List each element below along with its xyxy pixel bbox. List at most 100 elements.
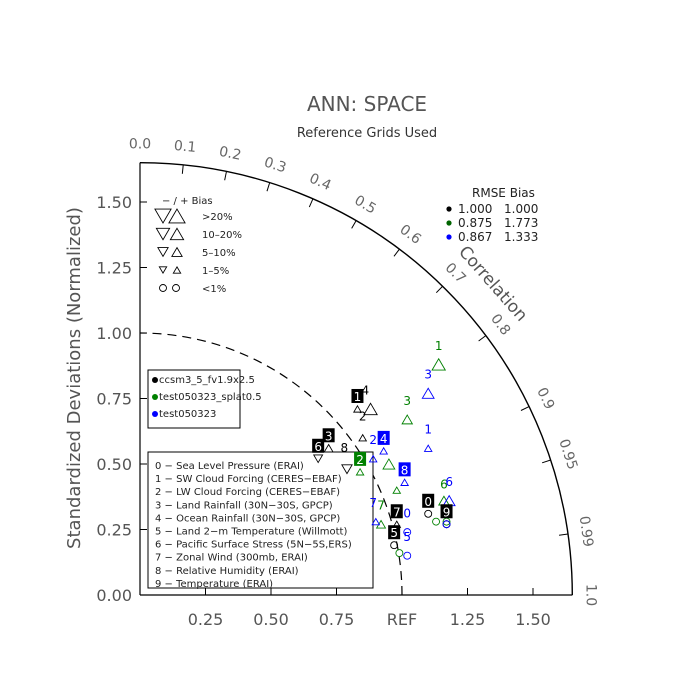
legend-layer: − / + Bias >20% 10–20% 5–10% 1–5% <1% RMSE Bia… [147,186,538,590]
point-id-label: 2 [359,410,367,424]
series-legend-label: ccsm3_5_fv1.9x2.5 [159,375,255,386]
data-point-marker [432,517,441,526]
outer-arc [139,162,573,596]
y-tick-label: 0.25 [96,521,132,540]
bias-legend-minus-marker [158,266,168,275]
point-id-label: 4 [361,383,369,397]
corr-tick [520,406,530,411]
variable-legend-item: 7 − Zonal Wind (300mb, ERAI) [155,553,308,564]
variable-legend-item: 2 − LW Cloud Forcing (CERES−EBAF) [155,487,340,498]
corr-tick [224,171,227,181]
point-id-box [390,504,403,519]
point-id-label: 4 [380,432,388,446]
corr-tick [393,248,400,257]
point-id-label: 3 [424,368,432,382]
corr-tick [435,285,443,294]
stats-header: RMSE Bias [472,186,535,200]
variable-legend-item: 4 − Ocean Rainfall (30N−30S, GPCP) [155,513,340,524]
bias-legend-header: − / + Bias [162,196,213,207]
point-id-label: 5 [403,530,411,544]
x-tick-label: 1.50 [515,610,551,629]
point-id-box [422,493,435,508]
x-tick-label: REF [387,610,417,629]
point-id-label: 1 [354,390,362,404]
point-id-label: 3 [403,394,411,408]
reference-arc [139,332,403,596]
stats-rmse: 1.000 [458,202,492,216]
corr-tick [558,533,569,536]
stats-rmse: 0.875 [458,216,492,230]
point-id-box [440,504,453,519]
point-id-label: 9 [443,505,451,519]
point-id-box [377,430,390,445]
corr-tick-label: 0.3 [262,154,288,176]
x-tick-label: 0.25 [188,610,224,629]
stats-bias: 1.000 [504,202,538,216]
variable-legend-item: 3 − Land Rainfall (30N−30S, GPCP) [155,500,333,511]
data-point-marker [400,478,410,486]
corr-tick-label: 0.6 [397,222,424,248]
correlation-axis-label: Correlation [454,242,531,326]
bias-legend-plus-marker [172,284,180,292]
point-id-label: 6 [440,478,448,492]
stats-rmse: 0.867 [458,230,492,244]
data-point-marker [355,467,365,476]
corr-tick-label: 0.0 [129,137,151,153]
data-point-marker [353,404,362,413]
data-point-marker [403,551,412,560]
data-point-marker [442,520,451,529]
data-point-marker [371,517,381,526]
point-id-label: 5 [390,526,398,540]
data-point-marker [431,357,447,371]
bias-legend-minus-marker [157,247,169,258]
chart-subtitle: Reference Grids Used [297,126,437,141]
data-point-marker [423,444,433,452]
variable-legend-item: 5 − Land 2−m Temperature (Willmott) [155,527,347,538]
x-tick-label: 1.25 [450,610,486,629]
chart-title: ANN: SPACE [307,92,427,116]
bias-legend-label: 1–5% [202,266,229,277]
bias-legend-plus-marker [171,246,183,257]
variable-legend-item: 0 − Sea Level Pressure (ERAI) [155,461,304,472]
point-id-box [351,388,364,403]
point-id-label: 1 [435,339,443,353]
point-id-label: 0 [424,495,432,509]
stats-color-dot [446,220,452,226]
stats-color-dot [446,234,452,240]
x-tick-label: 0.50 [253,610,289,629]
y-tick-label: 0.50 [96,455,132,474]
series-legend-label: test050323 [159,409,216,420]
corr-tick [478,335,487,342]
bias-legend-plus-marker [168,208,186,224]
series-legend-dot [152,377,158,383]
y-tick-label: 1.00 [96,324,132,343]
corr-tick-label: 0.4 [307,171,334,195]
data-point-marker [424,509,433,518]
point-id-label: 6 [445,475,453,489]
corr-tick-label: 0.1 [173,138,197,156]
point-id-label: 3 [325,429,333,443]
bias-legend-minus-marker [154,208,172,224]
stats-color-dot [446,206,452,212]
corr-tick-label: 0.95 [555,437,580,472]
bias-legend-label: 5–10% [202,248,236,259]
corr-tick [266,182,271,192]
bias-legend-plus-marker [172,265,182,274]
bias-legend-minus-marker [155,227,171,241]
corr-tick-label: 0.5 [351,193,378,218]
series-legend-label: test050323_splat0.5 [159,392,262,403]
variable-legend-item: 8 − Relative Humidity (ERAI) [155,566,299,577]
corr-tick-label: 1.0 [582,584,598,606]
data-point-marker [442,494,456,507]
corr-tick [541,459,551,464]
stats-bias: 1.333 [504,230,538,244]
bias-legend-label: >20% [202,212,233,223]
variable-legend-item: 9 − Temperature (ERAI) [155,579,273,590]
variable-legend-item: 6 − Pacific Surface Stress (5N−5S,ERS) [155,540,352,551]
point-id-box [354,451,367,466]
point-id-label: 1 [424,423,432,437]
data-point-marker [341,464,353,475]
series-legend-dot [152,394,158,400]
